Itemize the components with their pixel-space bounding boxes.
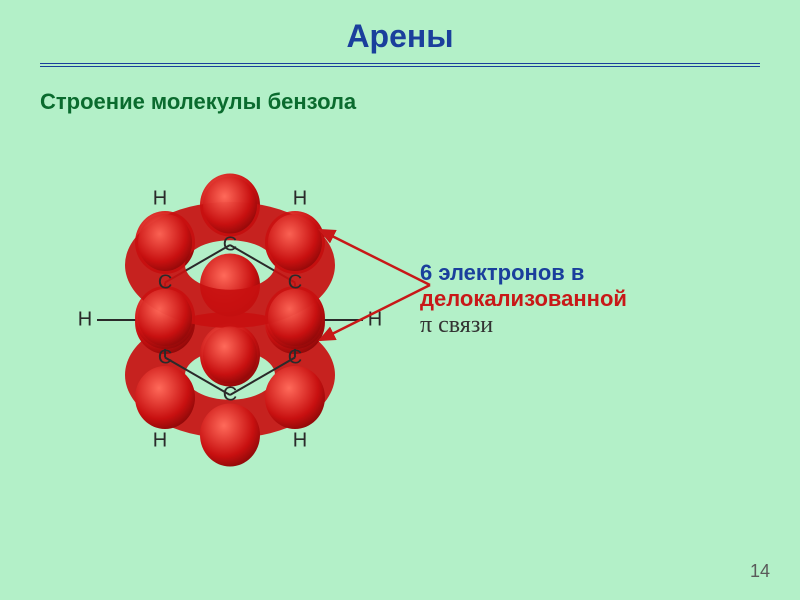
carbon-label: С: [158, 271, 172, 294]
benzene-orbital-svg: [60, 150, 400, 490]
benzene-diagram: С С С С С С Н Н Н Н Н Н: [60, 150, 400, 490]
hydrogen-label: Н: [153, 430, 167, 453]
slide: Арены Строение молекулы бензола С С С С С С Н Н…: [0, 0, 800, 600]
hydrogen-label: Н: [293, 430, 307, 453]
carbon-label: С: [288, 346, 302, 369]
carbon-label: С: [288, 271, 302, 294]
annotation-line-2: делокализованной: [420, 286, 760, 312]
page-title: Арены: [0, 0, 800, 55]
carbon-label: С: [158, 346, 172, 369]
carbon-label: С: [223, 234, 237, 257]
title-rule: [40, 63, 760, 67]
subtitle: Строение молекулы бензола: [40, 89, 800, 115]
annotation-line-3: π связи: [420, 312, 760, 339]
hydrogen-label: Н: [368, 309, 382, 332]
annotation-block: 6 электронов в делокализованной π связи: [420, 260, 760, 339]
hydrogen-label: Н: [293, 187, 307, 210]
carbon-label: С: [223, 384, 237, 407]
hydrogen-label: Н: [153, 187, 167, 210]
page-number: 14: [750, 561, 770, 582]
hydrogen-label: Н: [78, 309, 92, 332]
annotation-line-1: 6 электронов в: [420, 260, 760, 286]
